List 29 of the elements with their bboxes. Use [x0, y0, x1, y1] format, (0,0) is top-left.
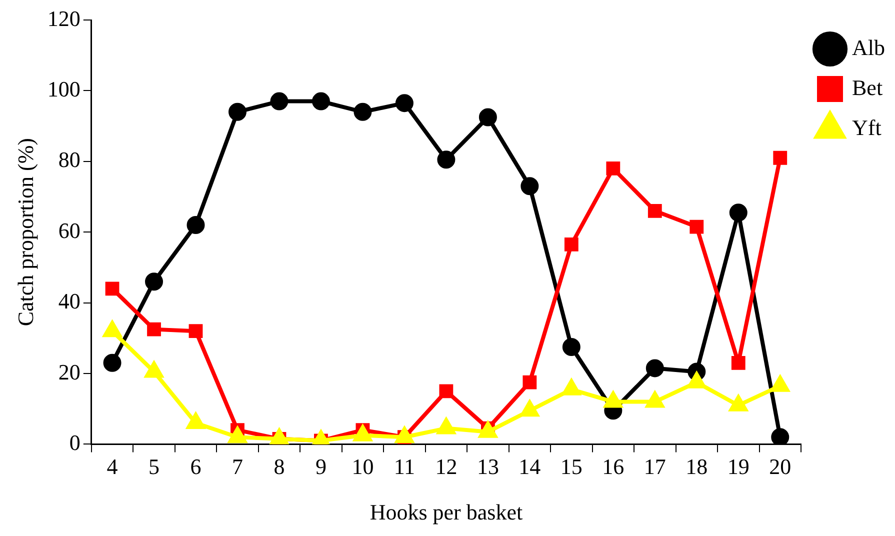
legend-label: Alb: [852, 34, 885, 60]
x-tick-label: 4: [106, 454, 118, 480]
x-tick-label: 12: [435, 454, 458, 480]
x-tick-label: 20: [769, 454, 792, 480]
legend-label: Yft: [852, 114, 882, 140]
y-tick-label: 120: [47, 6, 80, 31]
y-tick-label: 0: [69, 430, 80, 455]
x-tick-label: 18: [686, 454, 708, 480]
x-tick-label: 5: [148, 454, 160, 480]
y-axis-title: Catch proportion (%): [12, 138, 38, 326]
x-axis-title: Hooks per basket: [370, 500, 523, 525]
y-tick-label: 60: [58, 218, 80, 243]
x-tick-label: 9: [315, 454, 326, 480]
x-tick-label: 15: [560, 454, 582, 480]
legend-label: Bet: [852, 74, 883, 100]
x-tick-label: 14: [518, 454, 541, 480]
x-tick-label: 7: [232, 454, 243, 480]
y-tick-label: 20: [58, 359, 80, 384]
y-tick-label: 80: [58, 147, 80, 172]
x-tick-label: 19: [727, 454, 750, 480]
x-tick-label: 13: [476, 454, 499, 480]
x-tick-label: 17: [644, 454, 666, 480]
y-tick-label: 40: [58, 288, 80, 314]
y-tick-label: 100: [47, 76, 80, 102]
x-tick-label: 16: [602, 454, 624, 480]
x-tick-label: 8: [274, 454, 285, 480]
x-tick-label: 10: [352, 454, 374, 480]
x-tick-label: 11: [394, 454, 416, 480]
x-tick-label: 6: [190, 454, 202, 480]
